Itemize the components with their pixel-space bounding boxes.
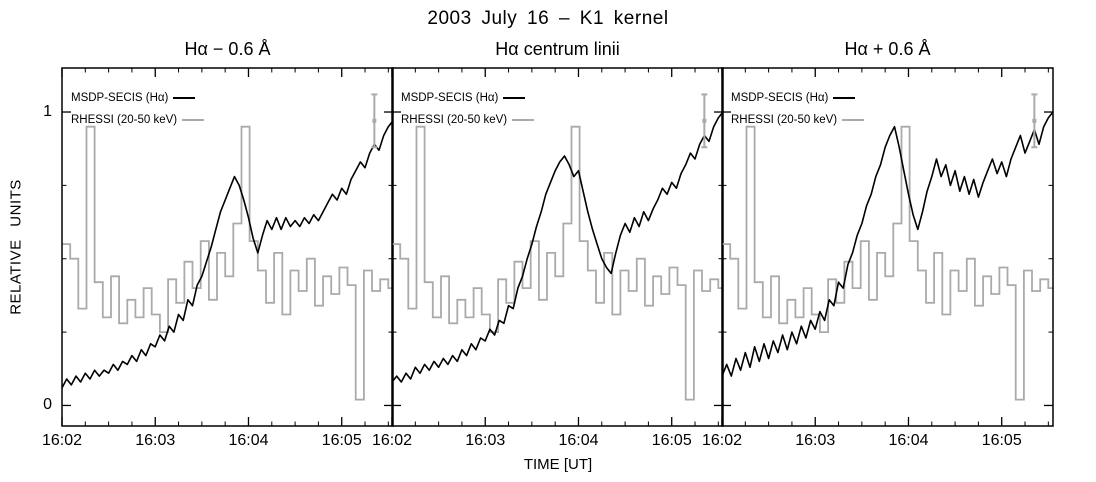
plot-area: MSDP-SECIS (Hα) RHESSI (20-50 keV) 16:02… (702, 67, 1054, 449)
svg-text:16:05: 16:05 (982, 432, 1022, 449)
y-tick-label-1: 1 (43, 103, 52, 120)
legend: MSDP-SECIS (Hα) RHESSI (20-50 keV) (71, 92, 205, 136)
legend-label-rhessi: RHESSI (20-50 keV) (71, 114, 178, 126)
svg-text:16:03: 16:03 (795, 432, 835, 449)
legend-item-msdp: MSDP-SECIS (Hα) (71, 92, 204, 104)
msdp-line-swatch-icon (833, 97, 856, 99)
legend-item-msdp: MSDP-SECIS (Hα) (401, 92, 534, 104)
msdp-line-swatch-icon (503, 97, 526, 99)
plot-area: MSDP-SECIS (Hα) RHESSI (20-50 keV) 16:02… (372, 67, 724, 449)
panels-row: Hα − 0.6 Å MSDP-SECIS (Hα) RHESSI (20-50… (42, 36, 1054, 449)
panel-title: Hα − 0.6 Å (184, 39, 271, 59)
plot-svg: 16:02 16:03 16:04 16:05 (702, 67, 1054, 449)
svg-text:16:02: 16:02 (42, 432, 82, 449)
svg-text:16:02: 16:02 (372, 432, 412, 449)
legend: MSDP-SECIS (Hα) RHESSI (20-50 keV) (731, 92, 865, 136)
legend-item-rhessi: RHESSI (20-50 keV) (71, 114, 205, 126)
legend-item-msdp: MSDP-SECIS (Hα) (731, 92, 864, 104)
panel-halpha-center: Hα centrum linii MSDP-SECIS (Hα) RHESSI … (372, 36, 724, 449)
legend-label-msdp: MSDP-SECIS (Hα) (401, 92, 499, 104)
x-axis-label: TIME [UT] (523, 456, 593, 473)
msdp-line-swatch-icon (173, 97, 196, 99)
plot-svg: 16:02 16:03 16:04 16:05 (42, 67, 394, 449)
svg-text:16:05: 16:05 (322, 432, 362, 449)
rhessi-line-swatch-icon (842, 119, 865, 121)
svg-text:16:04: 16:04 (558, 432, 598, 449)
svg-text:16:03: 16:03 (465, 432, 505, 449)
svg-text:16:04: 16:04 (888, 432, 928, 449)
plot-svg: 16:02 16:03 16:04 16:05 (372, 67, 724, 449)
y-tick-label-0: 0 (43, 396, 52, 413)
y-axis-label: RELATIVE UNITS (7, 179, 25, 315)
plot-area: MSDP-SECIS (Hα) RHESSI (20-50 keV) 16:02… (42, 67, 394, 449)
legend-label-msdp: MSDP-SECIS (Hα) (731, 92, 829, 104)
panel-title: Hα centrum linii (495, 39, 620, 59)
panel-halpha-minus-06: Hα − 0.6 Å MSDP-SECIS (Hα) RHESSI (20-50… (42, 36, 394, 449)
legend-label-rhessi: RHESSI (20-50 keV) (731, 114, 838, 126)
figure-title: 2003 July 16 – K1 kernel (427, 8, 669, 29)
svg-text:16:05: 16:05 (652, 432, 692, 449)
svg-text:16:03: 16:03 (135, 432, 175, 449)
panel-halpha-plus-06: Hα + 0.6 Å MSDP-SECIS (Hα) RHESSI (20-50… (702, 36, 1054, 449)
legend-item-rhessi: RHESSI (20-50 keV) (731, 114, 865, 126)
svg-text:16:02: 16:02 (702, 432, 742, 449)
legend-item-rhessi: RHESSI (20-50 keV) (401, 114, 535, 126)
legend-label-rhessi: RHESSI (20-50 keV) (401, 114, 508, 126)
rhessi-line-swatch-icon (182, 119, 205, 121)
rhessi-line-swatch-icon (512, 119, 535, 121)
panel-title: Hα + 0.6 Å (844, 39, 931, 59)
legend-label-msdp: MSDP-SECIS (Hα) (71, 92, 169, 104)
svg-text:16:04: 16:04 (228, 432, 268, 449)
legend: MSDP-SECIS (Hα) RHESSI (20-50 keV) (401, 92, 535, 136)
